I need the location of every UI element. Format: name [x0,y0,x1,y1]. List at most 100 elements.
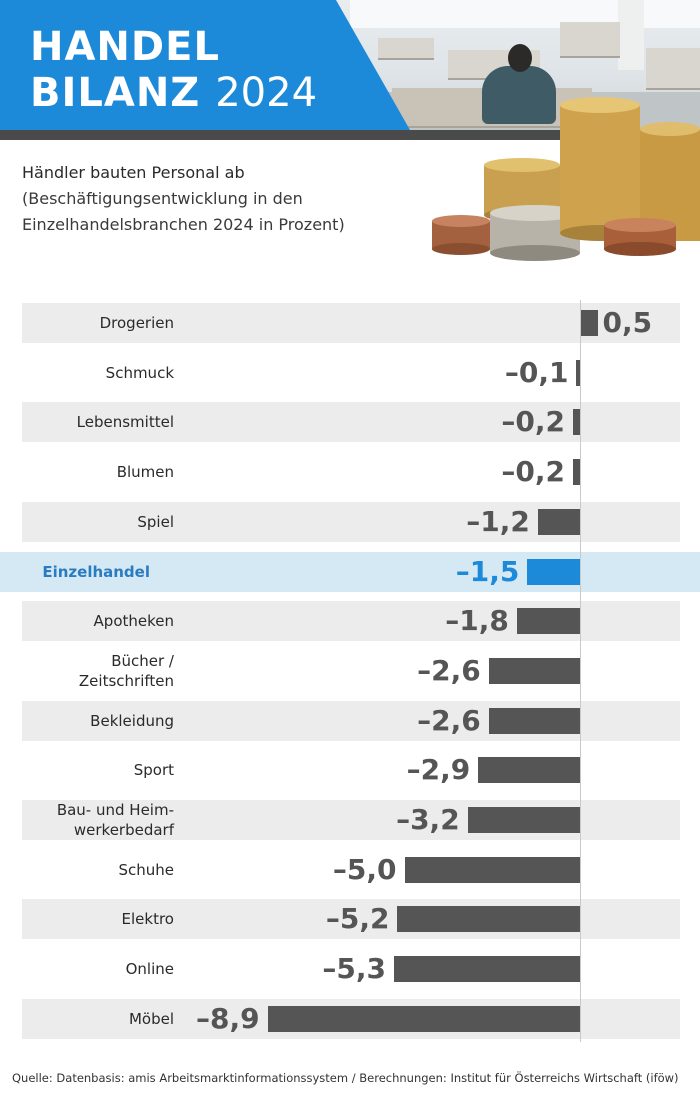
chart-row: Lebensmittel –0,2 [22,402,680,442]
bar [572,409,580,435]
category-label: Bekleidung [14,711,174,731]
bar [488,658,580,684]
category-label: Sport [14,760,174,780]
source-note: Quelle: Datenbasis: amis Arbeitsmarktinf… [12,1071,679,1085]
data-label: –3,2 [396,803,460,836]
data-label: –2,6 [417,704,481,737]
bar-chart: Drogerien 0,5 Schmuck –0,1 Lebensmittel –0,2 B… [0,300,700,1045]
category-label-line: Zeitschriften [78,672,174,690]
category-label-line: Bekleidung [90,712,174,730]
chart-row: Elektro –5,2 [22,899,680,939]
data-label: –0,1 [504,356,569,389]
office-desk [378,38,434,60]
data-label: –2,6 [417,654,481,687]
category-label-line: Schuhe [118,861,174,879]
category-label-line: Apotheken [93,612,174,630]
chart-row: Spiel –1,2 [22,502,680,542]
data-label: –0,2 [501,405,565,438]
bar [404,857,580,883]
category-label-line: werkerbedarf [73,821,174,839]
data-label: –2,9 [406,753,471,786]
category-label-line: Online [125,960,174,978]
bar [397,906,580,932]
chart-row: Bücher / Zeitschriften –2,6 [22,651,680,691]
chart-subtitle: Händler bauten Personal ab (Beschäftigun… [22,160,422,238]
category-label: Apotheken [14,611,174,631]
chart-row: Möbel –8,9 [22,999,680,1039]
subtitle-line-3: Einzelhandelsbranchen 2024 in Prozent) [22,215,345,234]
chart-row: Schuhe –5,0 [22,850,680,890]
chart-row: Drogerien 0,5 [22,303,680,343]
category-label-line: Blumen [116,463,174,481]
category-label: Schmuck [14,363,174,383]
data-label: –8,9 [196,1002,260,1035]
chart-row: Blumen –0,2 [22,452,680,492]
bar [537,509,580,535]
category-label: Möbel [14,1009,174,1029]
zero-axis-line [580,300,581,1042]
bar [516,608,580,634]
subtitle-line-2: (Beschäftigungsentwicklung in den [22,189,303,208]
bar [393,956,580,982]
chart-row: Einzelhandel –1,5 [0,552,700,592]
bar [488,708,580,734]
chart-row: Sport –2,9 [22,750,680,790]
office-pillar [618,0,644,70]
person-figure [482,66,556,124]
title-line-1: HANDEL [30,24,220,70]
category-label-line: Schmuck [105,364,174,382]
bar [580,310,598,336]
page-title: HANDEL BILANZ 2024 [30,24,317,116]
category-label-line: Sport [133,761,174,779]
office-desk [560,22,620,58]
data-label: –1,2 [466,505,530,538]
category-label: Lebensmittel [14,412,174,432]
title-year: 2024 [215,70,318,116]
data-label: –0,2 [501,455,565,488]
category-label-line: Drogerien [99,314,174,332]
bar [267,1006,580,1032]
data-label: –1,5 [455,555,520,588]
category-label: Bücher / Zeitschriften [14,651,174,691]
category-label: Spiel [14,512,174,532]
category-label-line: Elektro [121,910,174,928]
banner-shape [0,0,410,130]
coin-stack-copper [432,215,490,255]
coin-stack-copper-front [604,218,676,256]
data-label: –1,8 [445,604,509,637]
category-label-line: Spiel [137,513,174,531]
title-banner [0,0,700,140]
bar [478,757,580,783]
office-desk [646,48,700,90]
coin-stacks-image [432,97,700,261]
category-label: Einzelhandel [0,562,150,582]
data-label: –5,3 [322,952,386,985]
category-label: Schuhe [14,860,174,880]
chart-row: Bekleidung –2,6 [22,701,680,741]
category-label: Online [14,959,174,979]
category-label-line: Lebensmittel [76,413,174,431]
title-line-2: BILANZ 2024 [30,70,317,116]
banner-underline [0,130,700,140]
chart-row: Schmuck –0,1 [22,353,680,393]
chart-row: Apotheken –1,8 [22,601,680,641]
bar [572,459,580,485]
bar [467,807,580,833]
coin-stack-gold-tall [560,97,640,241]
person-head [508,44,532,72]
chart-row: Bau- und Heim-werkerbedarf –3,2 [22,800,680,840]
category-label-line: Bau- und Heim- [56,801,174,819]
category-label-line: Bücher / [111,652,174,670]
data-label: –5,2 [325,902,390,935]
subtitle-line-1: Händler bauten Personal ab [22,163,245,182]
bar [527,559,580,585]
category-label: Elektro [14,909,174,929]
data-label: –5,0 [332,853,397,886]
chart-row: Online –5,3 [22,949,680,989]
category-label: Bau- und Heim-werkerbedarf [14,800,174,840]
bar [576,360,580,386]
category-label-line: Möbel [128,1010,174,1028]
category-label: Drogerien [14,313,174,333]
category-label-line: Einzelhandel [42,563,150,581]
data-label: 0,5 [602,306,653,339]
